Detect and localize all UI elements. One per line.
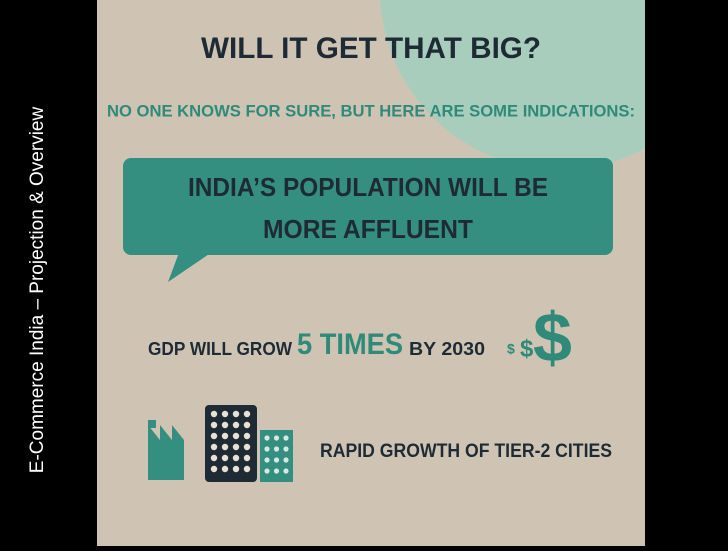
- windows: [210, 410, 289, 474]
- window: [283, 446, 289, 452]
- subheading: NO ONE KNOWS FOR SURE, BUT HERE ARE SOME…: [107, 101, 635, 120]
- window: [273, 468, 280, 474]
- window: [243, 443, 251, 451]
- window: [221, 432, 229, 440]
- window: [232, 421, 240, 429]
- window: [232, 443, 240, 451]
- dollar-icon: $: [520, 335, 534, 362]
- window: [210, 432, 218, 440]
- window: [210, 443, 218, 451]
- window: [232, 465, 240, 473]
- cities-text: RAPID GROWTH OF TIER-2 CITIES: [320, 441, 612, 462]
- callout-line: INDIA’S POPULATION WILL BE: [188, 172, 548, 202]
- window: [243, 432, 251, 440]
- callout-tail: [168, 250, 215, 282]
- window: [210, 410, 218, 418]
- window: [221, 443, 229, 451]
- window: [221, 421, 229, 429]
- window: [283, 468, 289, 474]
- dollar-icon: $: [507, 341, 515, 357]
- city-icon: [148, 405, 293, 482]
- window: [273, 446, 280, 452]
- gdp-text: BY 2030: [409, 339, 485, 359]
- window: [221, 410, 229, 418]
- chimney: [148, 420, 156, 428]
- window: [264, 468, 270, 474]
- window: [232, 454, 240, 462]
- gdp-highlight: 5 TIMES: [297, 328, 403, 361]
- callout: INDIA’S POPULATION WILL BE MORE AFFLUENT: [123, 158, 613, 282]
- window: [283, 435, 289, 441]
- window: [232, 410, 240, 418]
- infographic: WILL IT GET THAT BIG? NO ONE KNOWS FOR S…: [97, 0, 645, 546]
- dollar-icon: $: [533, 298, 572, 376]
- heading: WILL IT GET THAT BIG?: [201, 32, 541, 65]
- callout-box: [123, 158, 613, 255]
- window: [221, 454, 229, 462]
- window: [264, 446, 270, 452]
- window: [210, 454, 218, 462]
- window: [283, 457, 289, 463]
- window: [243, 465, 251, 473]
- window: [264, 435, 270, 441]
- window: [232, 432, 240, 440]
- window: [273, 435, 280, 441]
- window: [243, 421, 251, 429]
- window: [210, 465, 218, 473]
- window: [243, 410, 251, 418]
- window: [210, 421, 218, 429]
- gdp-text: GDP WILL GROW: [148, 339, 292, 359]
- gdp-row: GDP WILL GROW 5 TIMES BY 2030 $ $ $: [148, 298, 572, 376]
- sidebar-title: E-Commerce India – Projection & Overview: [27, 107, 48, 474]
- window: [273, 457, 280, 463]
- window: [221, 465, 229, 473]
- factory: [148, 425, 184, 480]
- corner-shape: [380, 0, 645, 170]
- callout-line: MORE AFFLUENT: [263, 214, 473, 244]
- window: [264, 457, 270, 463]
- window: [243, 454, 251, 462]
